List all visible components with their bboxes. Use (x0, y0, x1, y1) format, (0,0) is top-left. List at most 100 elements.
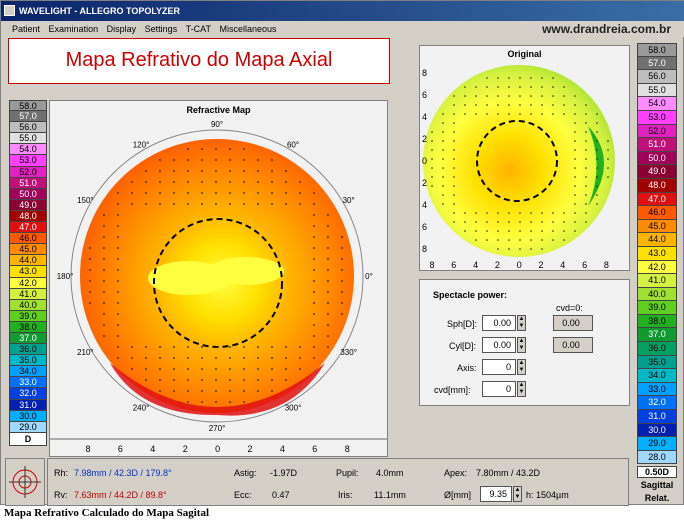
cyl-spinner[interactable]: ▲ ▼ (517, 337, 526, 353)
map-dot (243, 357, 245, 359)
map-dot (285, 368, 287, 370)
map-dot (173, 159, 175, 161)
map-dot (508, 212, 510, 214)
map-dot (574, 203, 576, 205)
map-dot (313, 280, 315, 282)
menu-settings[interactable]: Settings (144, 24, 178, 34)
scale-value: 32.0 (637, 396, 677, 411)
ecc-label: Ecc: (234, 490, 252, 500)
y-tick-label: 6 (422, 222, 427, 232)
map-dot (159, 159, 161, 161)
refractive-map-title: Refractive Map (186, 105, 251, 115)
app-window: WAVELIGHT - ALLEGRO TOPOLYZER Patient Ex… (0, 0, 684, 506)
scale-value: 55.0 (9, 133, 47, 145)
map-dot (173, 357, 175, 359)
map-dot (243, 181, 245, 183)
axis-spinner[interactable]: ▲ ▼ (517, 359, 526, 375)
map-dot (257, 390, 259, 392)
map-dot (215, 390, 217, 392)
map-dot (257, 357, 259, 359)
y-tick-label: 2 (422, 134, 427, 144)
map-dot (453, 158, 455, 160)
map-dot (145, 379, 147, 381)
map-dot (552, 77, 554, 79)
cvd-mm-spinner[interactable]: ▲ ▼ (517, 381, 526, 397)
map-dot (442, 122, 444, 124)
left-color-scale: 58.0 57.0 56.0 55.0 54.0 53.0 52.0 51.0 50.0 49.0… (9, 100, 47, 446)
map-dot (327, 247, 329, 249)
map-dot (201, 159, 203, 161)
map-dot (103, 258, 105, 260)
map-dot (552, 95, 554, 97)
cyl-input[interactable]: 0.00 (482, 337, 516, 353)
map-dot (453, 221, 455, 223)
map-dot (574, 176, 576, 178)
map-dot (574, 221, 576, 223)
map-dot (341, 258, 343, 260)
spectacle-title: Spectacle power: (433, 290, 508, 300)
scale-value: 39.0 (9, 310, 47, 322)
scale-mode[interactable]: Sagittal (640, 480, 674, 490)
menu-patient[interactable]: Patient (12, 24, 41, 34)
map-dot (442, 203, 444, 205)
map-dot (257, 203, 259, 205)
scale-value: 35.0 (9, 355, 47, 367)
menu-miscellaneous[interactable]: Miscellaneous (219, 24, 277, 34)
map-dot (327, 258, 329, 260)
diameter-spinner[interactable]: ▲ ▼ (513, 486, 522, 502)
map-dot (596, 203, 598, 205)
diameter-input[interactable]: 9.35 (480, 486, 512, 502)
map-dot (313, 269, 315, 271)
scale-value: 29.0 (9, 421, 47, 433)
map-dot (475, 212, 477, 214)
map-dot (327, 214, 329, 216)
map-dot (229, 346, 231, 348)
map-dot (299, 346, 301, 348)
map-dot (453, 113, 455, 115)
map-dot (313, 335, 315, 337)
scale-value: 52.0 (637, 124, 677, 139)
map-dot (475, 113, 477, 115)
map-dot (596, 185, 598, 187)
scale-value: 56.0 (637, 70, 677, 84)
map-dot (431, 140, 433, 142)
map-dot (574, 140, 576, 142)
map-dot (585, 203, 587, 205)
sph-input[interactable]: 0.00 (482, 315, 516, 331)
map-dot (585, 212, 587, 214)
map-dot (187, 203, 189, 205)
cvd-mm-input[interactable]: 0 (482, 381, 516, 397)
map-dot (519, 212, 521, 214)
map-dot (508, 248, 510, 250)
map-dot (341, 269, 343, 271)
scale-type[interactable]: Relat. (644, 493, 670, 503)
angle-label: 270° (209, 424, 226, 433)
map-dot (464, 104, 466, 106)
menu-t-cat[interactable]: T-CAT (185, 24, 212, 34)
map-dot (159, 379, 161, 381)
original-y-axis-ticks: 8 6 4 2 0 2 4 6 8 (422, 68, 427, 254)
map-dot (327, 269, 329, 271)
map-dot (243, 390, 245, 392)
axis-input[interactable]: 0 (482, 359, 516, 375)
scale-value: 48.0 (637, 178, 677, 193)
map-dot (229, 148, 231, 150)
map-dot (229, 357, 231, 359)
map-dot (486, 113, 488, 115)
map-dot (159, 346, 161, 348)
angle-label: 180° (57, 272, 74, 281)
map-dot (187, 148, 189, 150)
scale-unit: D (9, 432, 47, 446)
menu-display[interactable]: Display (106, 24, 137, 34)
scale-value: 42.0 (637, 260, 677, 275)
map-dot (497, 104, 499, 106)
iris-value: 11.1mm (374, 490, 406, 500)
menu-examination[interactable]: Examination (48, 24, 99, 34)
map-dot (497, 95, 499, 97)
sph-spinner[interactable]: ▲ ▼ (517, 315, 526, 331)
x-tick-label: 8 (345, 444, 350, 454)
scale-value: 37.0 (9, 332, 47, 345)
map-dot (243, 368, 245, 370)
map-dot (159, 368, 161, 370)
map-dot (508, 239, 510, 241)
